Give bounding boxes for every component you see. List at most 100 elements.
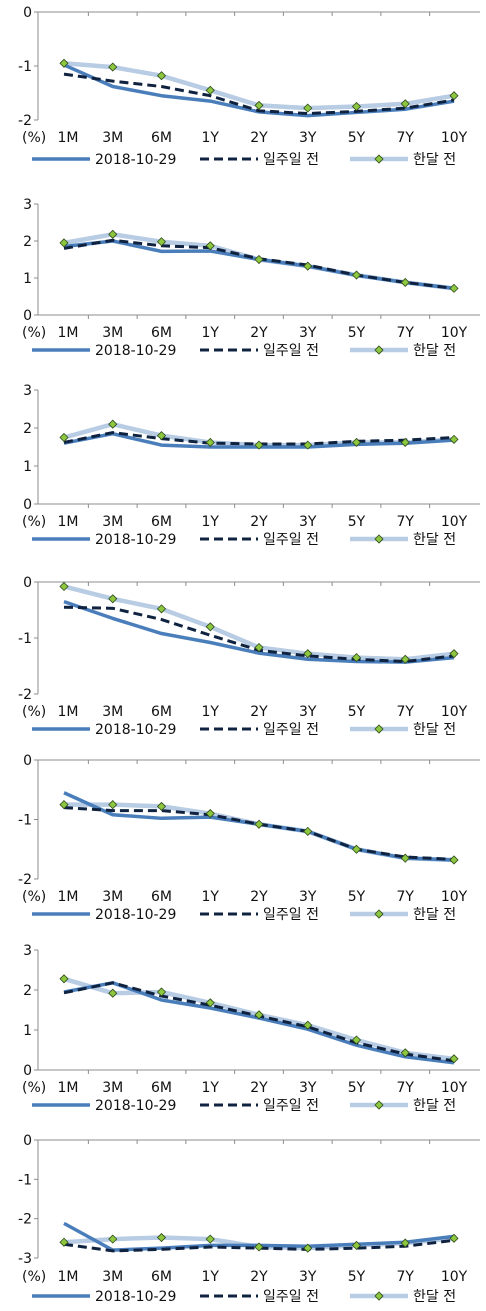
y-tick-label: -2 — [18, 113, 32, 129]
unit-label: (%) — [22, 889, 46, 905]
legend-label-week-ago: 일주일 전 — [263, 343, 319, 359]
month-ago-point — [59, 974, 69, 984]
yield-chart-2: 3 2 1 0(%) 1M 3M 6M 1Y 2Y 3Y 5Y 7Y 10Y 2018-10-29 일주일 … — [22, 197, 480, 359]
month-ago-point — [351, 1035, 362, 1045]
y-tick-label: -2 — [18, 872, 32, 888]
legend-label-current: 2018-10-29 — [95, 1098, 176, 1114]
x-tick-label: 5Y — [348, 130, 366, 146]
month-ago-point — [108, 229, 118, 239]
y-tick-label: 3 — [23, 383, 32, 399]
x-tick-label: 3M — [102, 325, 123, 341]
month-ago-point — [156, 1232, 167, 1243]
legend: 2018-10-29 일주일 전 한달 전 — [32, 1289, 456, 1305]
y-tick-label: -1 — [18, 1172, 32, 1188]
x-tick-label: 5Y — [348, 1080, 366, 1096]
legend: 2018-10-29 일주일 전 한달 전 — [32, 1098, 456, 1114]
yield-chart-5: 0 -1 -2(%) 1M 3M 6M 1Y 2Y 3Y 5Y 7Y 10Y 2018-10-29 일주일… — [18, 753, 480, 923]
month-ago-point — [205, 622, 215, 632]
legend-label-current: 2018-10-29 — [95, 907, 176, 923]
x-tick-label: 5Y — [348, 1269, 366, 1285]
month-ago-point — [205, 808, 215, 819]
x-tick-label: 10Y — [441, 130, 468, 146]
x-tick-label: 10Y — [441, 514, 468, 530]
y-tick-label: -2 — [18, 687, 32, 703]
legend-label-current: 2018-10-29 — [95, 532, 176, 548]
x-tick-label: 3M — [102, 1269, 123, 1285]
x-tick-label: 6M — [151, 130, 172, 146]
x-tick-label: 10Y — [441, 1080, 468, 1096]
month-ago-point — [59, 1237, 69, 1247]
unit-label: (%) — [22, 130, 46, 146]
month-ago-point — [205, 998, 215, 1008]
y-tick-label: 0 — [23, 1133, 32, 1149]
month-ago-point — [400, 437, 410, 448]
legend-label-week-ago: 일주일 전 — [263, 1098, 319, 1114]
month-ago-point — [254, 1010, 264, 1020]
y-tick-label: 2 — [23, 421, 32, 437]
month-ago-point — [303, 1243, 313, 1253]
month-ago-point — [59, 432, 69, 443]
x-tick-label: 7Y — [397, 704, 415, 720]
month-ago-point — [303, 826, 313, 836]
legend-label-current: 2018-10-29 — [95, 343, 176, 359]
month-ago-point — [59, 800, 69, 810]
legend-label-week-ago: 일주일 전 — [263, 907, 319, 923]
x-tick-label: 6M — [151, 514, 172, 530]
legend-label-week-ago: 일주일 전 — [263, 532, 319, 548]
x-tick-label: 3Y — [299, 325, 317, 341]
yield-chart-6: 3 2 1 0(%) 1M 3M 6M 1Y 2Y 3Y 5Y 7Y 10Y 2018-10-29 일주일 … — [22, 943, 480, 1114]
month-ago-point — [156, 237, 167, 247]
legend-label-week-ago: 일주일 전 — [263, 722, 319, 738]
unit-label: (%) — [22, 1269, 46, 1285]
month-ago-point — [254, 100, 264, 110]
month-ago-point — [108, 800, 118, 810]
y-tick-label: -1 — [18, 813, 32, 829]
x-tick-label: 3Y — [299, 514, 317, 530]
x-tick-label: 6M — [151, 889, 172, 905]
series-line-month-ago — [64, 802, 455, 863]
x-tick-label: 6M — [151, 1269, 172, 1285]
y-tick-label: 1 — [23, 1023, 32, 1039]
legend-marker-month-ago — [374, 1100, 384, 1110]
x-tick-label: 1Y — [202, 1269, 220, 1285]
month-ago-point — [303, 1020, 313, 1030]
month-ago-point — [400, 277, 410, 288]
y-tick-label: -1 — [18, 631, 32, 647]
month-ago-point — [254, 440, 264, 450]
month-ago-point — [351, 270, 362, 280]
x-tick-label: 2Y — [250, 325, 268, 341]
yield-chart-3: 3 2 1 0(%) 1M 3M 6M 1Y 2Y 3Y 5Y 7Y 10Y 2018-10-29 일주일 … — [22, 383, 480, 548]
x-tick-label: 3M — [102, 704, 123, 720]
legend-label-month-ago: 한달 전 — [413, 722, 456, 738]
x-tick-label: 7Y — [397, 1080, 415, 1096]
legend: 2018-10-29 일주일 전 한달 전 — [32, 532, 456, 548]
legend: 2018-10-29 일주일 전 한달 전 — [32, 343, 456, 359]
series-line-current — [63, 599, 455, 664]
month-ago-point — [303, 261, 313, 271]
month-ago-point — [351, 437, 362, 448]
month-ago-point — [108, 988, 118, 998]
series-line-week-ago — [63, 1238, 455, 1253]
month-ago-point — [205, 1234, 215, 1244]
month-ago-point — [400, 1238, 410, 1248]
legend-label-current: 2018-10-29 — [95, 722, 176, 738]
x-tick-label: 3Y — [299, 704, 317, 720]
yield-chart-7: 0 -1 -2 -3 (%) 1M 3M 6M 1Y 2Y 3Y 5Y 7Y 10Y 2018-10-29 일… — [18, 1133, 480, 1305]
unit-label: (%) — [22, 325, 46, 341]
yield-chart-4: 0 -1 -2(%) 1M 3M 6M 1Y 2Y 3Y 5Y 7Y 10Y 2018-10-29 일주일… — [18, 575, 480, 738]
legend-label-month-ago: 한달 전 — [413, 532, 456, 548]
y-tick-label: -3 — [18, 1251, 32, 1267]
month-ago-point — [156, 987, 167, 997]
x-tick-label: 3Y — [299, 1080, 317, 1096]
legend-marker-month-ago — [374, 534, 384, 544]
x-tick-label: 6M — [151, 325, 172, 341]
x-tick-label: 1M — [58, 514, 79, 530]
month-ago-point — [449, 434, 459, 444]
x-tick-label: 3Y — [299, 130, 317, 146]
month-ago-point — [254, 1242, 264, 1252]
legend-marker-month-ago — [374, 154, 384, 164]
month-ago-point — [449, 649, 459, 659]
x-tick-label: 10Y — [441, 704, 468, 720]
legend: 2018-10-29 일주일 전 한달 전 — [32, 152, 456, 168]
x-tick-label: 3M — [102, 514, 123, 530]
